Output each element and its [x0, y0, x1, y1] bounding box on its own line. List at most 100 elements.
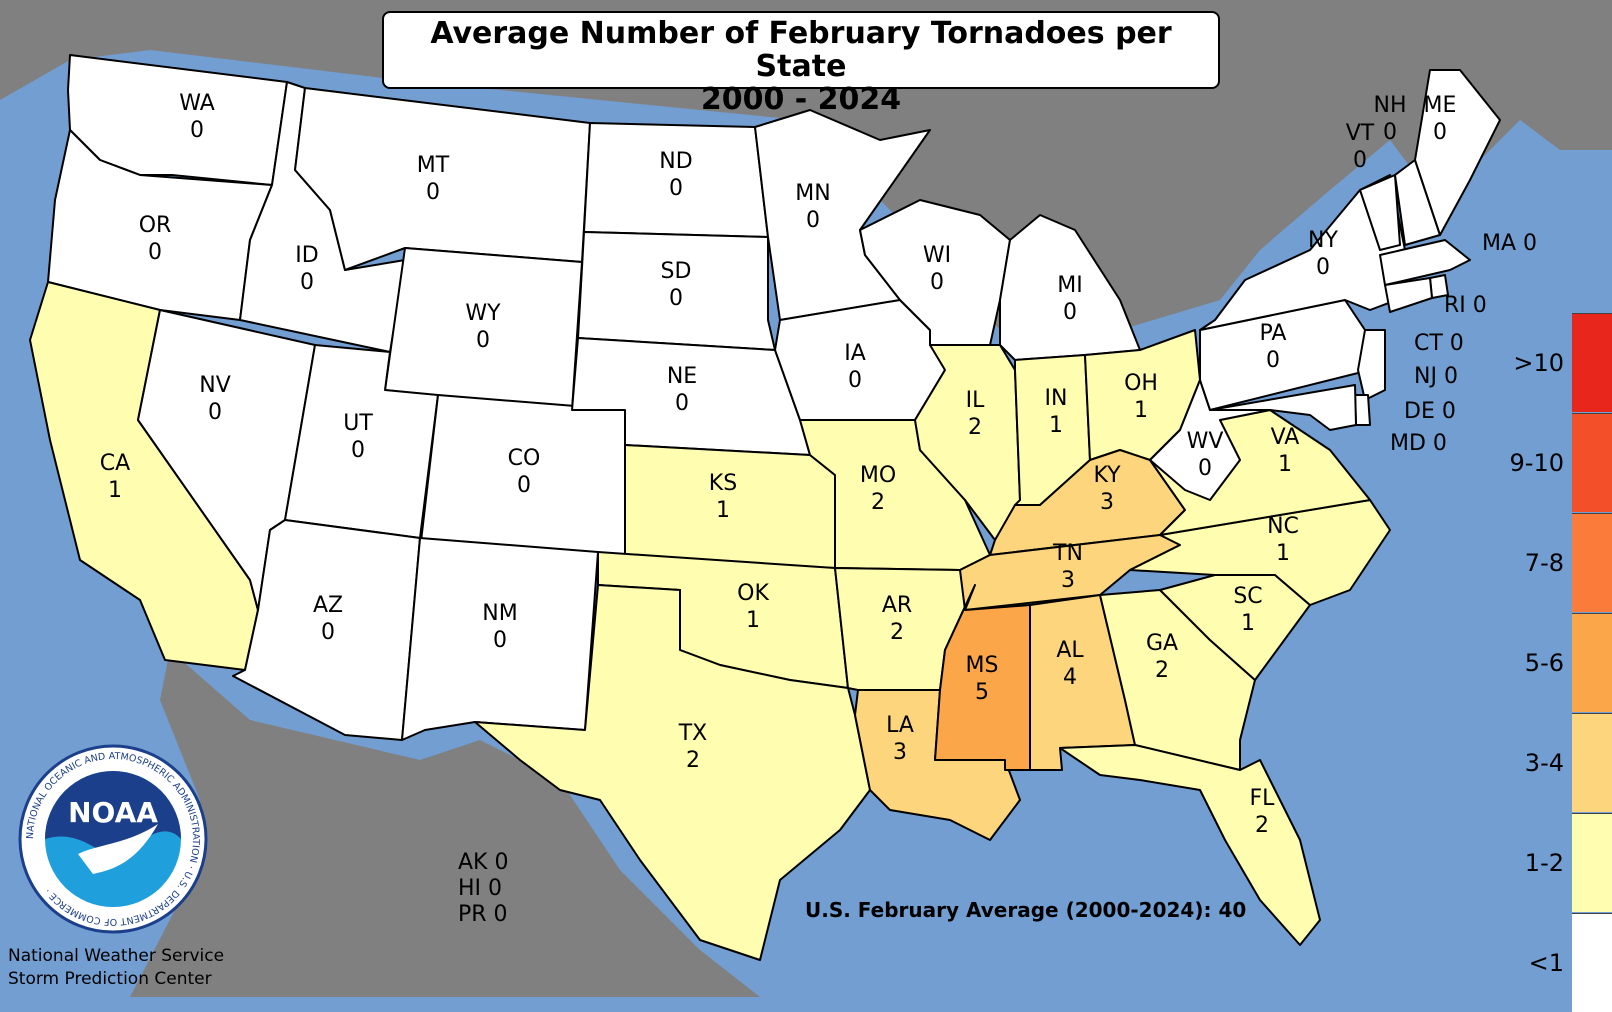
- state-abbr-me: ME: [1424, 93, 1457, 118]
- credit-line-2: Storm Prediction Center: [8, 969, 212, 989]
- state-value-mt: 0: [426, 180, 440, 205]
- state-value-sd: 0: [669, 286, 683, 311]
- state-value-ia: 0: [848, 368, 862, 393]
- state-abbr-ms: MS: [966, 653, 999, 678]
- state-value-ga: 2: [1155, 658, 1169, 683]
- state-abbr-mo: MO: [860, 463, 896, 488]
- state-ct: [1384, 277, 1433, 313]
- state-value-ut: 0: [351, 438, 365, 463]
- state-nc: [1129, 499, 1391, 606]
- state-fl: [1059, 744, 1321, 946]
- state-abbr-ga: GA: [1146, 631, 1178, 656]
- state-il: [914, 344, 1021, 541]
- state-abbr-tn: TN: [1052, 541, 1083, 566]
- state-label-md: MD 0: [1390, 431, 1447, 456]
- legend: [1572, 313, 1612, 1012]
- state-abbr-ia: IA: [844, 341, 866, 366]
- legend-swatch: [1572, 613, 1612, 712]
- state-value-ne: 0: [675, 391, 689, 416]
- other-region-hi: HI 0: [458, 876, 503, 901]
- state-abbr-ky: KY: [1093, 463, 1121, 488]
- map-subtitle: 2000 - 2024: [700, 82, 902, 117]
- state-label-ma: MA 0: [1482, 231, 1537, 256]
- state-abbr-wy: WY: [465, 301, 501, 326]
- state-abbr-ut: UT: [343, 411, 373, 436]
- state-abbr-mt: MT: [417, 153, 450, 178]
- state-abbr-va: VA: [1271, 425, 1300, 450]
- legend-label: 7-8: [1524, 549, 1564, 577]
- state-value-or: 0: [148, 240, 162, 265]
- state-abbr-vt: VT: [1346, 121, 1375, 146]
- map-title: Average Number of February Tornadoes per…: [430, 16, 1172, 84]
- state-abbr-tx: TX: [678, 721, 708, 746]
- state-sd: [577, 231, 776, 351]
- state-value-wi: 0: [930, 270, 944, 295]
- legend-swatch: [1572, 513, 1612, 612]
- state-label-nj: NJ 0: [1414, 364, 1458, 389]
- state-value-tn: 3: [1061, 568, 1075, 593]
- state-vt: [1359, 174, 1401, 251]
- state-value-wv: 0: [1198, 456, 1212, 481]
- map-title-box: Average Number of February Tornadoes per…: [382, 11, 1220, 116]
- state-value-id: 0: [300, 270, 314, 295]
- state-value-nd: 0: [669, 176, 683, 201]
- state-abbr-ny: NY: [1308, 228, 1338, 253]
- state-value-va: 1: [1278, 452, 1292, 477]
- legend-swatch: [1572, 313, 1612, 412]
- state-value-in: 1: [1049, 413, 1063, 438]
- credit-line-1: National Weather Service: [8, 946, 225, 966]
- legend-label: 9-10: [1509, 449, 1564, 477]
- state-abbr-nh: NH: [1374, 93, 1407, 118]
- state-abbr-co: CO: [508, 446, 541, 471]
- state-de: [1354, 394, 1371, 426]
- state-value-nh: 0: [1383, 120, 1397, 145]
- state-abbr-az: AZ: [313, 593, 343, 618]
- state-value-al: 4: [1063, 665, 1077, 690]
- state-value-ny: 0: [1316, 255, 1330, 280]
- state-nj: [1357, 329, 1386, 401]
- state-value-wy: 0: [476, 328, 490, 353]
- state-value-az: 0: [321, 620, 335, 645]
- state-value-me: 0: [1433, 120, 1447, 145]
- state-value-mn: 0: [806, 208, 820, 233]
- legend-label: 1-2: [1524, 849, 1564, 877]
- legend-label: <1: [1528, 949, 1564, 977]
- mexico-land: [130, 650, 760, 997]
- state-label-ct: CT 0: [1414, 331, 1464, 356]
- legend-swatch: [1572, 713, 1612, 812]
- state-value-co: 0: [517, 473, 531, 498]
- state-value-ca: 1: [108, 478, 122, 503]
- state-md: [1209, 384, 1357, 431]
- state-tx: [474, 584, 871, 961]
- state-value-nc: 1: [1276, 541, 1290, 566]
- state-abbr-il: IL: [966, 388, 985, 413]
- state-label-de: DE 0: [1404, 399, 1456, 424]
- state-value-ky: 3: [1100, 490, 1114, 515]
- state-abbr-nv: NV: [199, 373, 231, 398]
- state-abbr-ne: NE: [667, 364, 697, 389]
- legend-label: 3-4: [1524, 749, 1564, 777]
- state-abbr-mn: MN: [795, 181, 830, 206]
- state-abbr-oh: OH: [1124, 371, 1158, 396]
- state-abbr-mi: MI: [1057, 273, 1082, 298]
- noaa-logo: NATIONAL OCEANIC AND ATMOSPHERIC ADMINIS…: [18, 744, 208, 934]
- state-value-wa: 0: [190, 118, 204, 143]
- state-label-ri: RI 0: [1444, 293, 1487, 318]
- state-value-ar: 2: [890, 620, 904, 645]
- legend-swatch: [1572, 813, 1612, 912]
- state-abbr-id: ID: [295, 243, 318, 268]
- state-value-oh: 1: [1134, 398, 1148, 423]
- state-abbr-sc: SC: [1233, 584, 1262, 609]
- state-value-mi: 0: [1063, 300, 1077, 325]
- state-abbr-wi: WI: [923, 243, 951, 268]
- state-abbr-ca: CA: [100, 451, 130, 476]
- legend-swatch: [1572, 913, 1612, 1012]
- state-value-ms: 5: [975, 680, 989, 705]
- state-ma: [1379, 239, 1471, 286]
- state-abbr-al: AL: [1056, 638, 1084, 663]
- state-abbr-wv: WV: [1187, 429, 1224, 454]
- state-value-nm: 0: [493, 628, 507, 653]
- state-value-vt: 0: [1353, 148, 1367, 173]
- state-abbr-in: IN: [1045, 386, 1068, 411]
- state-abbr-nm: NM: [482, 601, 517, 626]
